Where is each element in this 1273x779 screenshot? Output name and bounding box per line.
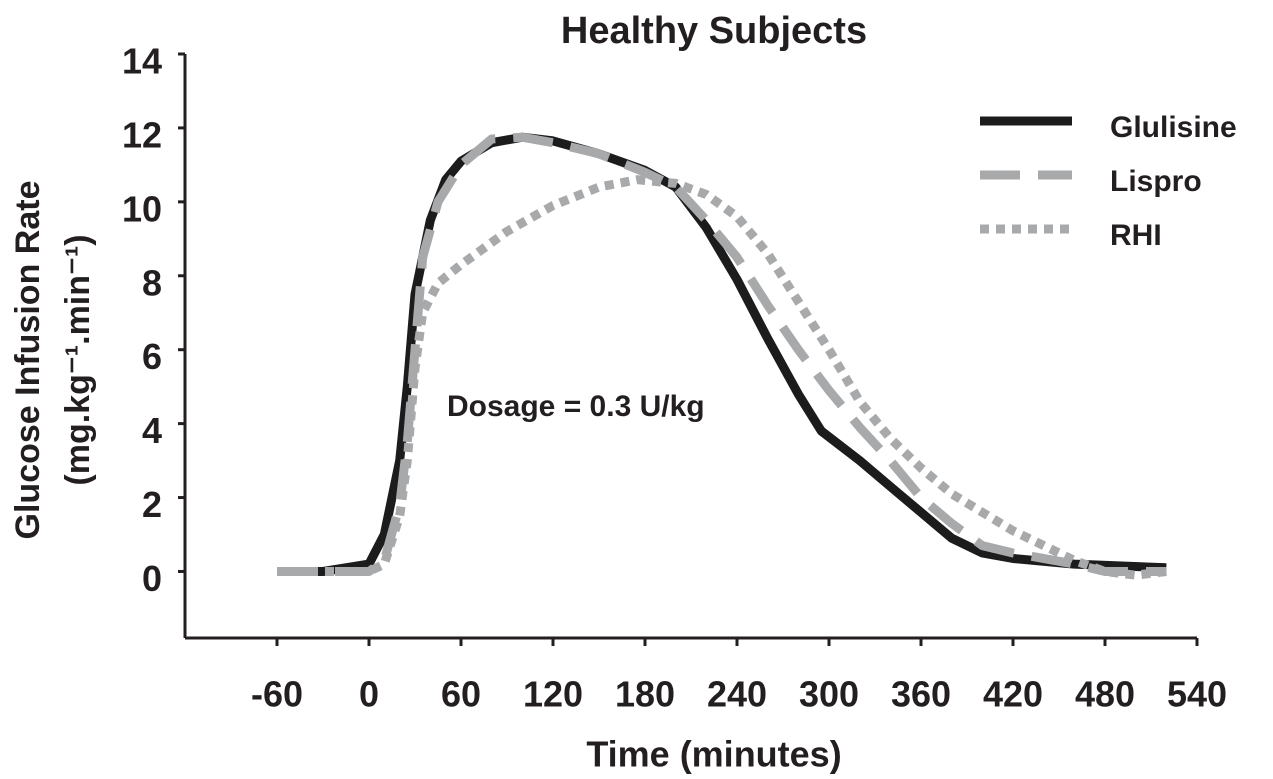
- x-tick-label: 0: [359, 674, 379, 715]
- x-tick-label: 60: [441, 674, 481, 715]
- y-tick-label: 2: [142, 484, 162, 525]
- legend-label: RHI: [1110, 219, 1162, 252]
- y-tick-label: 4: [142, 410, 162, 451]
- y-tick-label: 8: [142, 262, 162, 303]
- series-line: [277, 132, 1167, 576]
- y-tick-label: 10: [122, 188, 162, 229]
- x-tick-label: 300: [799, 674, 859, 715]
- legend-label: Lispro: [1110, 165, 1202, 198]
- x-tick-label: 240: [707, 674, 767, 715]
- annotation: Dosage = 0.3 U/kg: [447, 390, 705, 423]
- y-tick-label: 14: [122, 41, 162, 82]
- y-axis-title: (mg.kg⁻¹.min⁻¹): [59, 234, 97, 485]
- series-line: [277, 175, 1167, 580]
- y-tick-label: 0: [142, 558, 162, 599]
- x-tick-label: 180: [615, 674, 675, 715]
- y-axis-title: Glucose Infusion Rate: [9, 181, 47, 540]
- legend-label: Glulisine: [1110, 111, 1237, 144]
- chart-title: Healthy Subjects: [561, 10, 867, 52]
- x-tick-label: 420: [983, 674, 1043, 715]
- y-tick-label: 12: [122, 114, 162, 155]
- x-tick-label: -60: [251, 674, 303, 715]
- x-tick-label: 120: [523, 674, 583, 715]
- x-tick-label: 480: [1075, 674, 1135, 715]
- x-tick-label: 360: [891, 674, 951, 715]
- y-tick-label: 6: [142, 336, 162, 377]
- x-tick-label: 540: [1167, 674, 1227, 715]
- x-axis-title: Time (minutes): [586, 734, 841, 775]
